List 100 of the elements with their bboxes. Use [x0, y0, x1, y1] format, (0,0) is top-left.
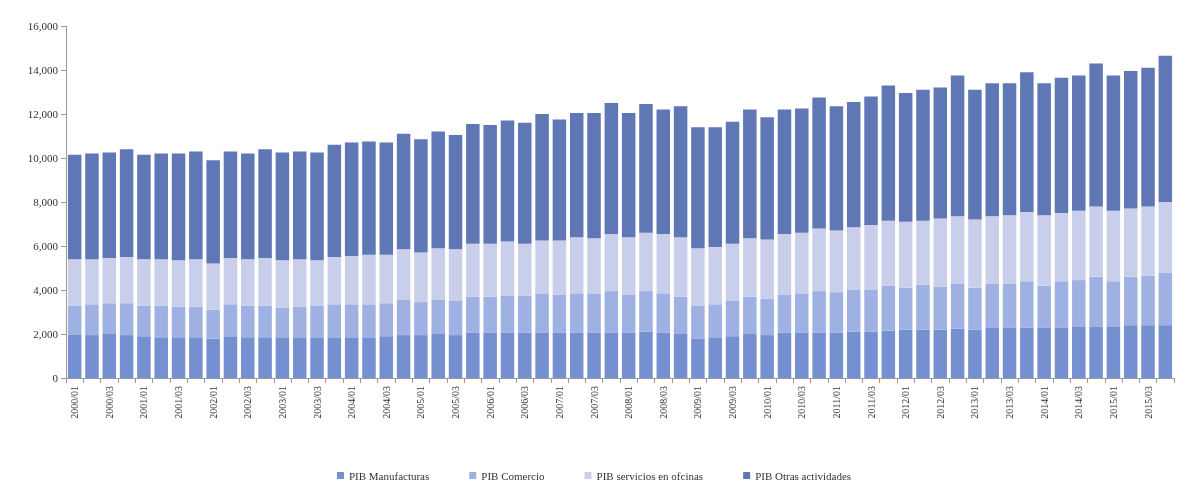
- bar: [362, 254, 376, 305]
- bar: [258, 258, 272, 306]
- bar: [950, 328, 965, 378]
- bar: [898, 221, 913, 288]
- bar: [1054, 77, 1069, 213]
- bar: [621, 112, 636, 238]
- bar: [1123, 325, 1138, 378]
- bar: [1106, 326, 1121, 378]
- x-tick-label: 2014/03: [1073, 386, 1085, 419]
- y-tick-label: 12,000: [27, 108, 59, 120]
- bar: [760, 117, 774, 240]
- bar: [639, 291, 653, 332]
- x-tick-label: 2013/03: [1004, 386, 1016, 419]
- bar: [569, 332, 584, 378]
- bar: [310, 337, 324, 378]
- bar: [396, 249, 411, 300]
- bar: [67, 154, 82, 260]
- x-tick-label: 2007/01: [553, 386, 565, 419]
- bar: [448, 134, 463, 250]
- bar: [725, 336, 740, 378]
- bar: [292, 259, 307, 307]
- bar: [760, 298, 774, 336]
- bar: [102, 152, 117, 259]
- bar: [708, 304, 722, 338]
- bar: [691, 248, 705, 306]
- bar: [604, 291, 619, 333]
- bar: [189, 337, 203, 378]
- bar: [344, 304, 359, 338]
- bar: [310, 260, 324, 306]
- bar: [673, 106, 688, 238]
- bar: [812, 228, 826, 292]
- bar: [500, 241, 515, 296]
- bar: [518, 243, 532, 296]
- y-tick-label: 16,000: [27, 20, 59, 32]
- x-tick-label: 2005/01: [415, 386, 427, 419]
- bar: [1072, 210, 1086, 281]
- bar: [396, 335, 411, 378]
- bar: [431, 299, 445, 334]
- bar: [292, 151, 307, 260]
- bar: [795, 108, 809, 233]
- bar: [448, 335, 463, 378]
- bar: [1072, 280, 1086, 327]
- bar: [1106, 210, 1121, 282]
- bar: [898, 329, 913, 378]
- bar: [569, 237, 584, 294]
- bar: [1158, 272, 1173, 326]
- bar: [968, 329, 982, 378]
- bar: [241, 259, 255, 306]
- bar: [604, 233, 619, 292]
- bar: [656, 109, 671, 234]
- bar: [691, 305, 705, 339]
- bar: [223, 151, 238, 259]
- bar: [119, 303, 134, 336]
- bar: [535, 293, 549, 333]
- bar: [1089, 326, 1103, 378]
- bar: [241, 337, 255, 378]
- bar: [85, 259, 99, 305]
- legend-label: PIB Comercio: [481, 469, 546, 482]
- bar: [1089, 63, 1103, 207]
- bar: [414, 335, 428, 378]
- x-tick-label: 2013/01: [969, 386, 981, 419]
- x-tick-label: 2001/01: [138, 386, 150, 419]
- bar: [362, 304, 376, 338]
- bar: [656, 332, 671, 378]
- bar: [119, 257, 134, 304]
- bar: [379, 254, 394, 304]
- bar: [881, 285, 896, 331]
- x-tick-label: 2011/03: [865, 386, 877, 419]
- bar: [881, 330, 896, 378]
- bar: [691, 338, 705, 378]
- bar: [725, 301, 740, 337]
- bar: [466, 243, 480, 297]
- bar: [846, 227, 861, 290]
- bar: [414, 302, 428, 336]
- bar: [85, 335, 99, 378]
- x-tick-label: 2005/03: [450, 386, 462, 419]
- bar: [1123, 71, 1138, 209]
- x-tick-label: 2009/01: [692, 386, 704, 419]
- bar: [621, 237, 636, 295]
- bar: [1072, 75, 1086, 211]
- bar: [1158, 202, 1173, 273]
- bar: [812, 291, 826, 333]
- bar: [535, 332, 549, 378]
- bar: [448, 301, 463, 336]
- bar: [916, 329, 930, 378]
- bar: [708, 247, 722, 305]
- bar: [102, 258, 117, 304]
- bar: [67, 305, 82, 336]
- bar: [414, 139, 428, 253]
- x-tick-label: 2008/01: [623, 386, 635, 419]
- bar: [1106, 281, 1121, 327]
- x-tick-label: 2001/03: [173, 386, 185, 419]
- bar: [708, 127, 722, 248]
- x-tick-label: 2014/01: [1038, 386, 1050, 419]
- bar: [137, 154, 151, 260]
- bar: [258, 305, 272, 338]
- bar: [137, 259, 151, 306]
- bar: [292, 306, 307, 338]
- bar: [933, 329, 948, 378]
- bar: [950, 75, 965, 217]
